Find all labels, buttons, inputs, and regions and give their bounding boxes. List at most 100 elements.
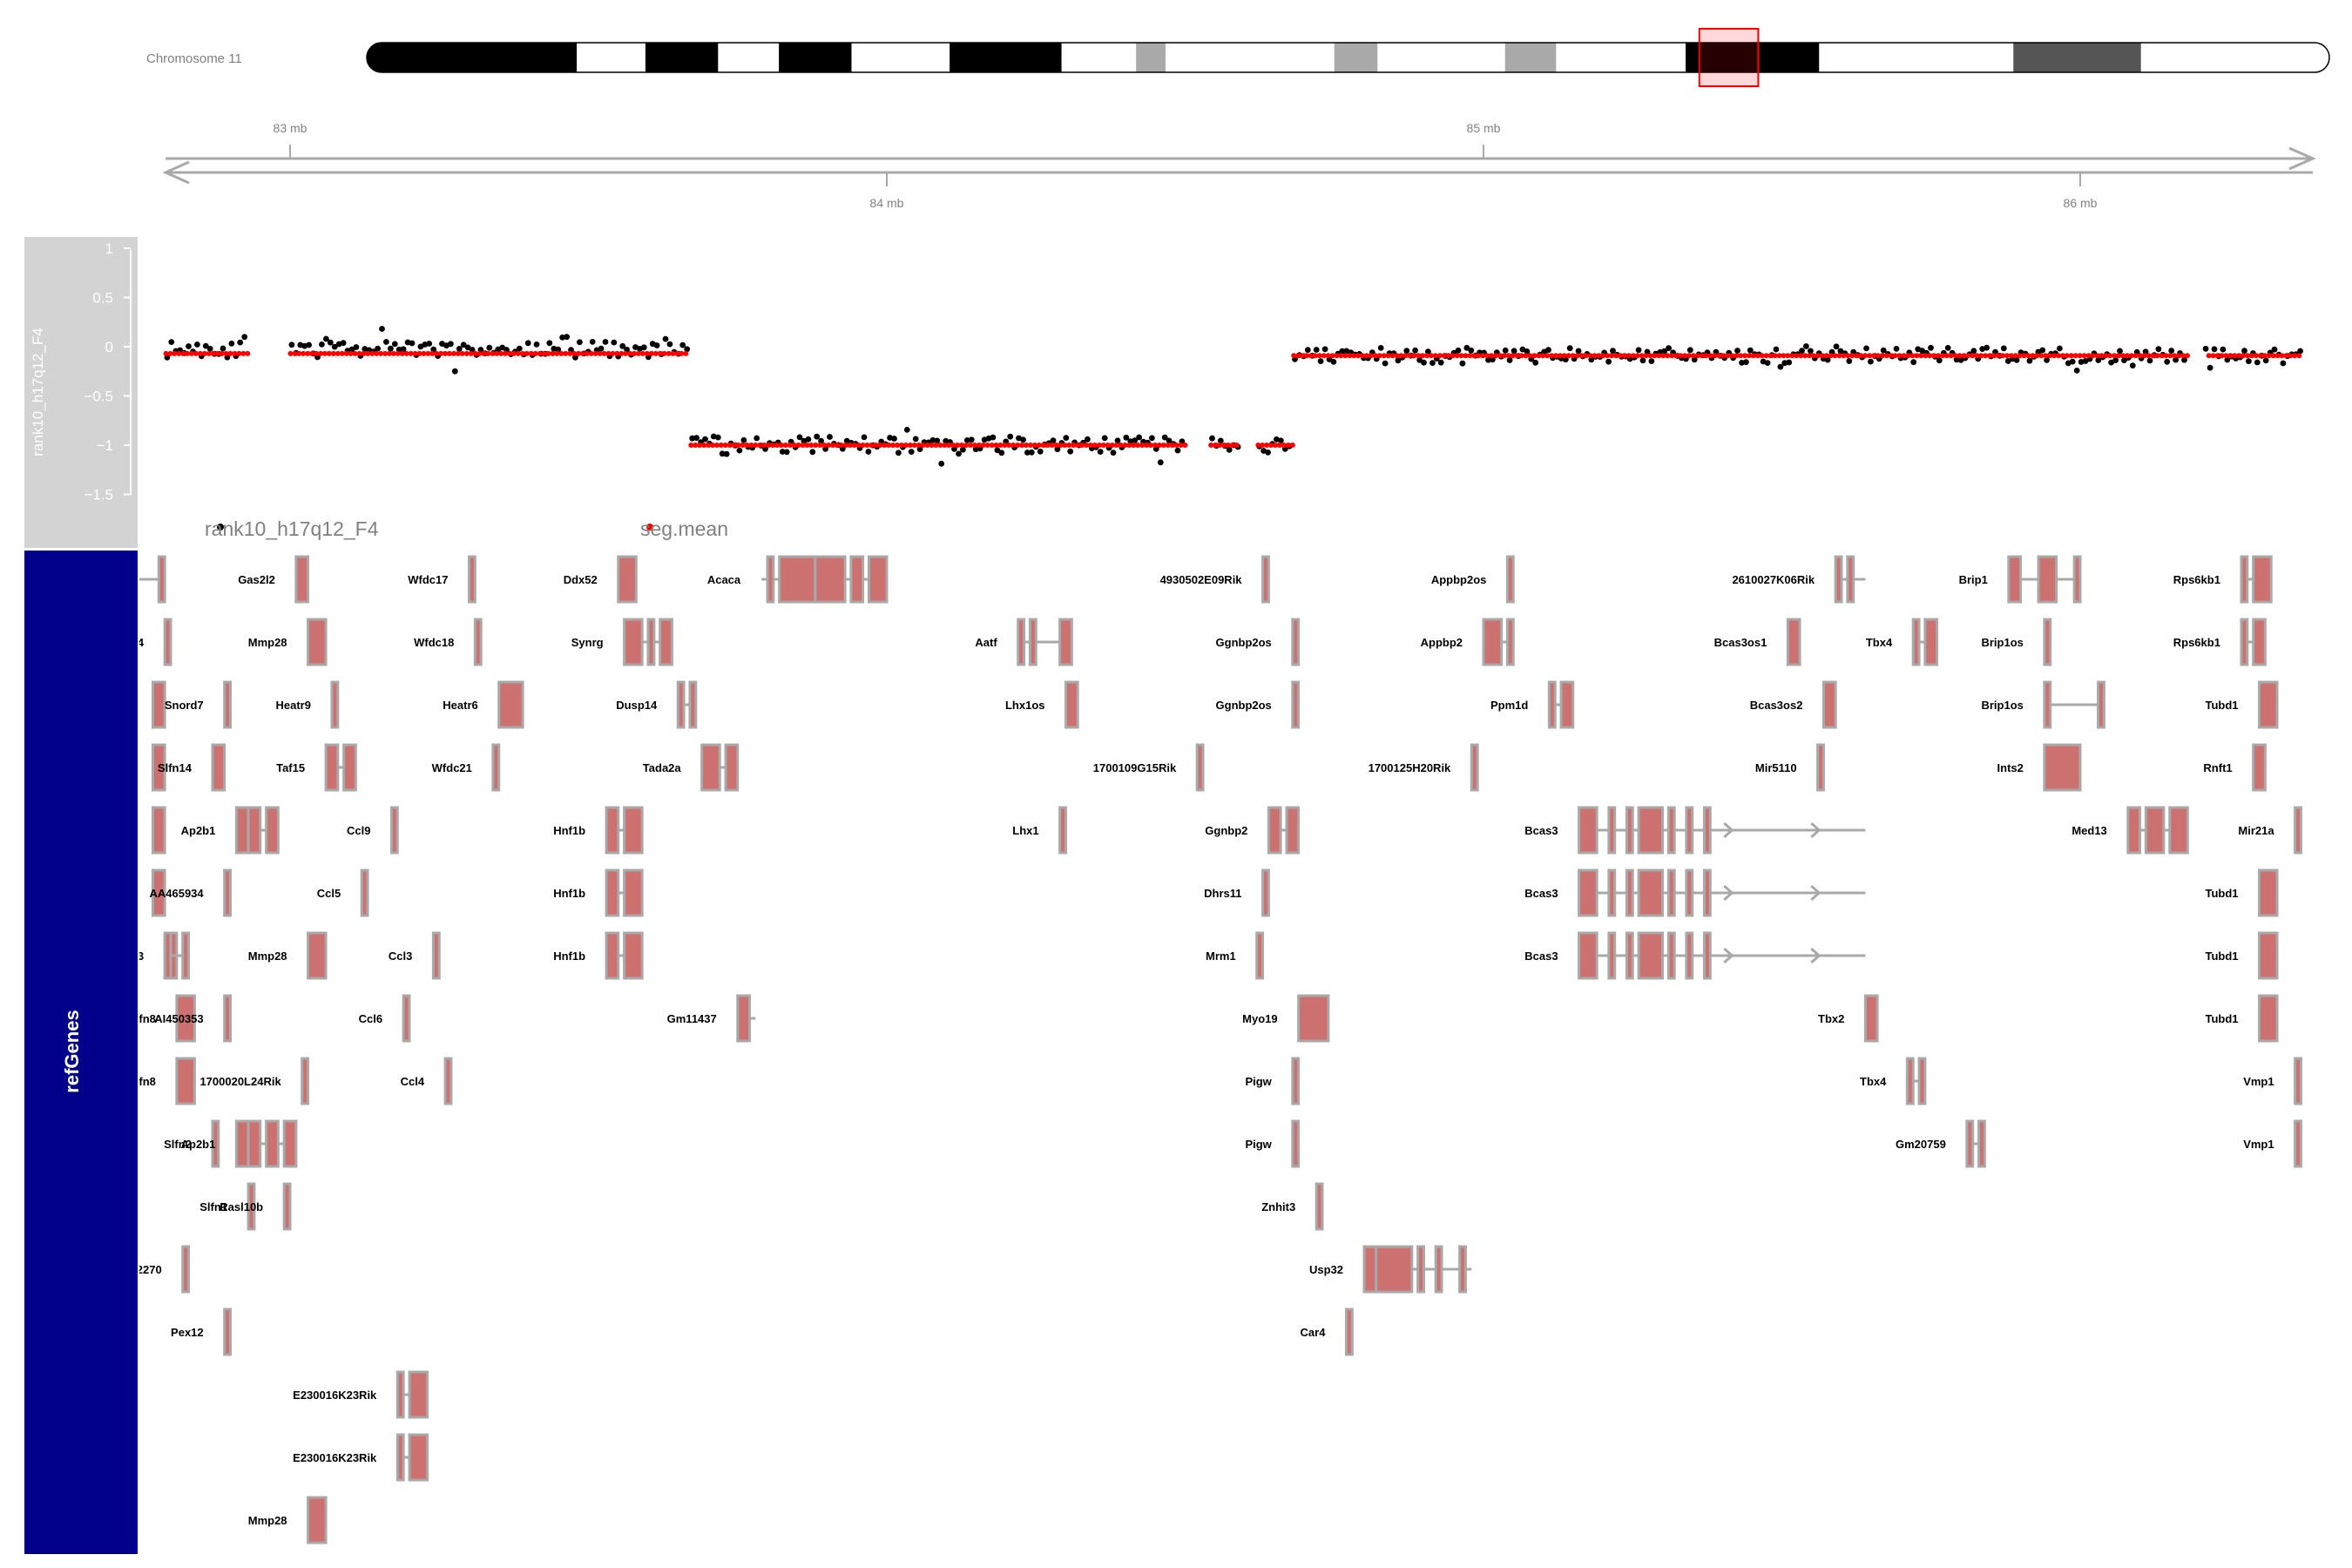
gene[interactable]: Car4	[1301, 1308, 1354, 1356]
gene[interactable]: 1700020L24Rik	[199, 1057, 310, 1105]
gene[interactable]: Ddx52	[564, 555, 638, 604]
gene[interactable]: Wfdc21	[432, 743, 501, 792]
gene[interactable]: 4930502E09Rik	[1160, 555, 1270, 604]
gene-track-title-panel[interactable]: refGenes	[24, 551, 138, 1554]
gene[interactable]: Acaca	[707, 555, 889, 604]
gene[interactable]: 2610027K06Rik	[1732, 555, 1866, 604]
gene[interactable]: fn8	[139, 994, 196, 1043]
gene[interactable]: Bcas3os1	[1714, 618, 1801, 666]
seg-mean-point	[1389, 353, 1396, 359]
gene[interactable]: Bcas3os2	[1750, 680, 1837, 729]
gene[interactable]: Lhx1	[1012, 806, 1068, 855]
gene[interactable]: AI450353	[154, 994, 233, 1043]
gene[interactable]: Slfn4	[116, 618, 172, 666]
gene[interactable]: Hnf1b	[553, 931, 644, 980]
gene[interactable]: Brip1os	[1981, 618, 2052, 666]
gene[interactable]: 0-ps	[109, 680, 166, 729]
gene[interactable]: Mmp28	[248, 618, 328, 666]
gene[interactable]: Usp32	[1309, 1245, 1472, 1294]
gene[interactable]: Dhrs11	[1204, 868, 1270, 917]
gene[interactable]: Pigw	[1245, 1119, 1301, 1168]
gene[interactable]: Mmp28	[248, 931, 328, 980]
gene[interactable]: Tada2a	[643, 743, 740, 792]
ideogram-highlight-box[interactable]	[1698, 28, 1760, 87]
gene[interactable]: AI662270	[112, 1245, 191, 1294]
gene[interactable]: Hnf1b	[553, 806, 644, 855]
gene[interactable]: Ccl9	[347, 806, 399, 855]
gene[interactable]: Bcas3	[1524, 806, 1866, 855]
gene[interactable]: Dusp14	[616, 680, 698, 729]
gene[interactable]: Myo19	[1242, 994, 1330, 1043]
gene[interactable]: Gm11437	[667, 994, 756, 1043]
gene[interactable]: Ap2b1	[181, 806, 280, 855]
gene[interactable]: Znhit3	[1261, 1182, 1324, 1231]
gene[interactable]: Brip1	[1959, 555, 2082, 604]
gene[interactable]: 1700125H20Rik	[1369, 743, 1479, 792]
gene[interactable]: Bcas3	[1524, 868, 1866, 917]
gene[interactable]: Hnf1b	[553, 868, 644, 917]
gene[interactable]: Ccl4	[401, 1057, 453, 1105]
gene[interactable]: Ppm1d	[1490, 680, 1575, 729]
gene[interactable]: Mrm1	[1206, 931, 1265, 980]
gene[interactable]: Ccl3	[389, 931, 441, 980]
gene[interactable]: Synrg	[571, 618, 673, 666]
gene[interactable]: Mir21a	[2238, 806, 2302, 855]
data-track-title-panel[interactable]: rank10_h17q12_F4 1 0.5 0 −0.5 −1 −1.5	[24, 237, 138, 548]
gene[interactable]: Appbp2os	[1431, 555, 1515, 604]
gene[interactable]: Pex12	[171, 1308, 233, 1356]
data-point	[383, 339, 389, 345]
gene[interactable]: Tubd1	[2205, 994, 2279, 1043]
gene[interactable]: Ggnbp2os	[1216, 680, 1301, 729]
gene[interactable]: Gas2l2	[238, 555, 310, 604]
gene[interactable]: Mir5110	[1755, 743, 1825, 792]
gene[interactable]: Mmp28	[248, 1496, 328, 1544]
gene[interactable]: Tubd1	[2205, 868, 2279, 917]
gene[interactable]: 0-ps	[109, 806, 166, 855]
gene[interactable]: Slfn1	[199, 1182, 256, 1231]
gene[interactable]: Ccl6	[359, 994, 411, 1043]
gene[interactable]: Taf15	[276, 743, 357, 792]
gene[interactable]: Med13	[2072, 806, 2189, 855]
gene[interactable]: Slfn3	[116, 931, 191, 980]
gene[interactable]: Slfn14	[158, 743, 226, 792]
gene[interactable]: E230016K23Rik	[293, 1370, 429, 1419]
gene[interactable]: AA465934	[149, 868, 233, 917]
gene[interactable]: Ggnbp2os	[1216, 618, 1301, 666]
gene[interactable]: Ccl5	[317, 868, 369, 917]
gene[interactable]: fn8	[139, 1057, 196, 1105]
gene[interactable]: Bcas3	[1524, 931, 1866, 980]
gene[interactable]: 0-ps	[109, 743, 166, 792]
gene[interactable]: Slfn4	[74, 557, 159, 602]
gene[interactable]: Wfdc18	[414, 618, 483, 666]
gene[interactable]: Slfn2	[164, 1119, 220, 1168]
gene[interactable]: Tbx4	[1860, 1057, 1927, 1105]
gene[interactable]: Ggnbp2	[1205, 806, 1301, 855]
gene[interactable]: Gm20759	[1896, 1119, 1986, 1168]
gene[interactable]: Ints2	[1997, 743, 2082, 792]
gene[interactable]: Heatr9	[275, 680, 340, 729]
gene[interactable]: Appbp2	[1421, 618, 1515, 666]
gene[interactable]: Rps6kb1	[2173, 618, 2267, 666]
gene[interactable]: Ap2b1	[181, 1119, 298, 1168]
gene[interactable]: Rasl10b	[220, 1182, 292, 1231]
gene[interactable]	[151, 868, 166, 917]
gene[interactable]: Heatr6	[443, 680, 524, 729]
gene[interactable]: Tbx4	[1866, 618, 1939, 666]
gene[interactable]: Aatf	[975, 618, 1073, 666]
gene[interactable]: E230016K23Rik	[293, 1433, 429, 1482]
gene[interactable]: Wfdc17	[408, 555, 476, 604]
gene[interactable]: Pigw	[1245, 1057, 1301, 1105]
gene[interactable]: Tbx2	[1818, 994, 1879, 1043]
gene[interactable]: Vmp1	[2243, 1119, 2302, 1168]
gene[interactable]: Slfn4	[111, 555, 166, 604]
gene[interactable]: Vmp1	[2243, 1057, 2302, 1105]
gene[interactable]: Rps6kb1	[2173, 555, 2273, 604]
gene[interactable]: Tubd1	[2205, 680, 2279, 729]
gene[interactable]: Lhx1os	[1005, 680, 1079, 729]
gene[interactable]: Snord7	[165, 680, 233, 729]
gene[interactable]: Tubd1	[2205, 931, 2279, 980]
gene[interactable]: Brip1os	[1981, 680, 2105, 729]
gene[interactable]: Rnft1	[2203, 743, 2267, 792]
ideogram[interactable]: Chromosome 11	[146, 28, 2330, 87]
gene[interactable]: 1700109G15Rik	[1093, 743, 1205, 792]
